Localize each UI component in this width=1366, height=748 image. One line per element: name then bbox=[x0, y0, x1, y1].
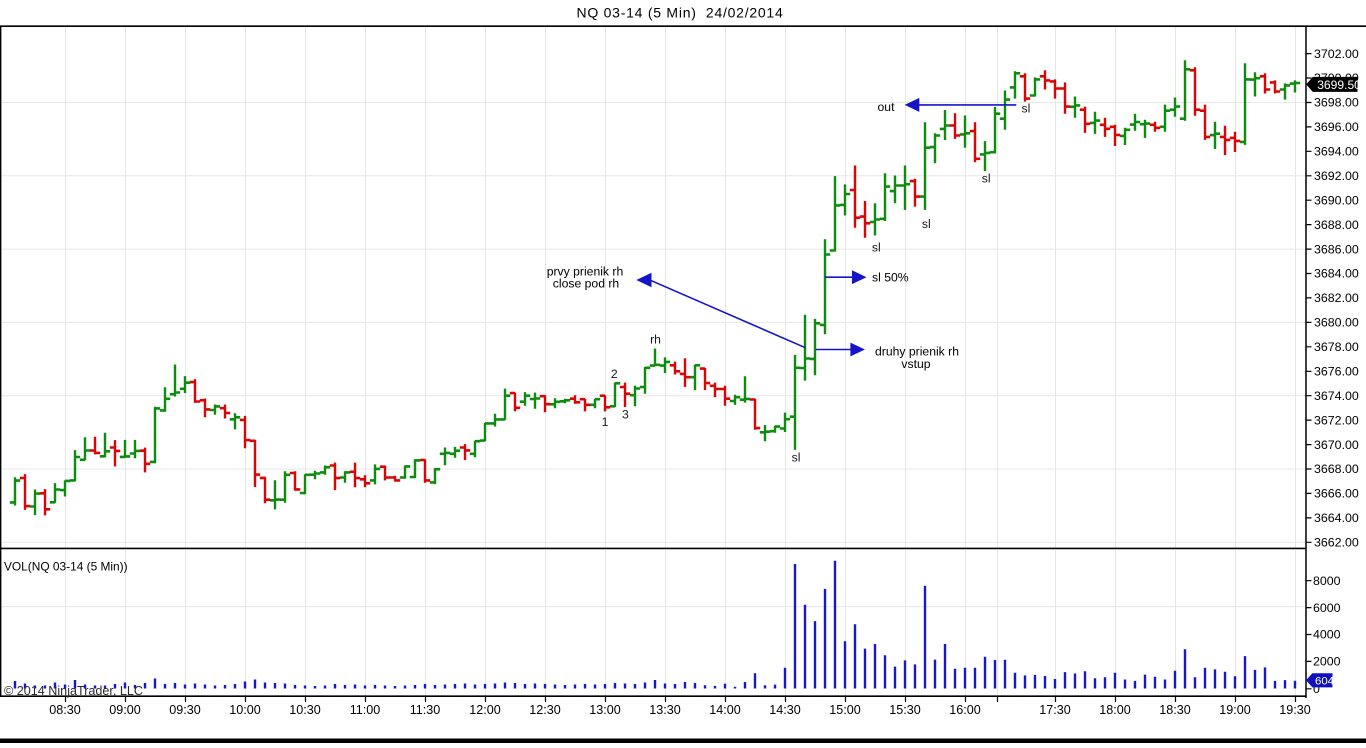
svg-text:3698.00: 3698.00 bbox=[1314, 96, 1359, 110]
svg-text:14:00: 14:00 bbox=[709, 703, 741, 717]
svg-text:3672.00: 3672.00 bbox=[1314, 413, 1359, 427]
svg-text:16:00: 16:00 bbox=[949, 703, 981, 717]
svg-text:4000: 4000 bbox=[1313, 628, 1341, 642]
svg-text:19:00: 19:00 bbox=[1219, 703, 1251, 717]
svg-text:09:00: 09:00 bbox=[109, 703, 141, 717]
svg-text:19:30: 19:30 bbox=[1279, 703, 1311, 717]
svg-text:3692.00: 3692.00 bbox=[1314, 169, 1359, 183]
svg-text:3668.00: 3668.00 bbox=[1314, 462, 1359, 476]
svg-text:3699.50: 3699.50 bbox=[1317, 78, 1361, 92]
svg-text:3682.00: 3682.00 bbox=[1314, 291, 1359, 305]
svg-text:close pod rh: close pod rh bbox=[553, 277, 619, 291]
svg-text:09:30: 09:30 bbox=[169, 703, 201, 717]
svg-text:3694.00: 3694.00 bbox=[1314, 145, 1359, 159]
svg-text:3666.00: 3666.00 bbox=[1314, 487, 1359, 501]
svg-text:0: 0 bbox=[1313, 682, 1320, 696]
svg-text:vstup: vstup bbox=[901, 357, 930, 371]
svg-text:rh: rh bbox=[650, 333, 661, 347]
svg-text:3702.00: 3702.00 bbox=[1314, 47, 1359, 61]
svg-text:3: 3 bbox=[622, 408, 629, 422]
svg-text:10:00: 10:00 bbox=[229, 703, 261, 717]
svg-text:17:30: 17:30 bbox=[1039, 703, 1071, 717]
svg-text:14:30: 14:30 bbox=[769, 703, 801, 717]
svg-text:3664.00: 3664.00 bbox=[1314, 511, 1359, 525]
svg-text:10:30: 10:30 bbox=[289, 703, 321, 717]
svg-text:18:30: 18:30 bbox=[1159, 703, 1191, 717]
svg-text:18:00: 18:00 bbox=[1099, 703, 1131, 717]
svg-text:6000: 6000 bbox=[1313, 601, 1341, 615]
svg-text:sl: sl bbox=[922, 217, 931, 231]
svg-text:3678.00: 3678.00 bbox=[1314, 340, 1359, 354]
svg-text:2: 2 bbox=[611, 367, 618, 381]
svg-text:sl: sl bbox=[1021, 101, 1030, 115]
svg-text:08:30: 08:30 bbox=[49, 703, 81, 717]
svg-text:3690.00: 3690.00 bbox=[1314, 193, 1359, 207]
svg-text:15:00: 15:00 bbox=[829, 703, 861, 717]
svg-text:12:30: 12:30 bbox=[529, 703, 561, 717]
svg-text:sl 50%: sl 50% bbox=[872, 271, 909, 285]
svg-text:11:00: 11:00 bbox=[350, 703, 381, 717]
svg-text:NQ 03-14 (5 Min) 24/02/2014: NQ 03-14 (5 Min) 24/02/2014 bbox=[577, 5, 784, 21]
svg-text:3686.00: 3686.00 bbox=[1314, 242, 1359, 256]
svg-text:sl: sl bbox=[792, 451, 801, 465]
svg-text:out: out bbox=[878, 100, 896, 114]
svg-text:13:00: 13:00 bbox=[589, 703, 621, 717]
svg-text:prvy prienik rh: prvy prienik rh bbox=[547, 264, 624, 278]
svg-text:VOL(NQ 03-14 (5 Min)): VOL(NQ 03-14 (5 Min)) bbox=[4, 560, 128, 574]
svg-text:3670.00: 3670.00 bbox=[1314, 438, 1359, 452]
svg-text:8000: 8000 bbox=[1313, 574, 1341, 588]
svg-text:druhy prienik rh: druhy prienik rh bbox=[875, 345, 959, 359]
svg-text:15:30: 15:30 bbox=[889, 703, 921, 717]
svg-text:3662.00: 3662.00 bbox=[1314, 536, 1359, 550]
svg-text:3680.00: 3680.00 bbox=[1314, 316, 1359, 330]
svg-text:© 2014 NinjaTrader, LLC: © 2014 NinjaTrader, LLC bbox=[4, 684, 143, 698]
svg-text:3696.00: 3696.00 bbox=[1314, 120, 1359, 134]
svg-text:1: 1 bbox=[602, 415, 609, 429]
svg-text:604: 604 bbox=[1315, 675, 1334, 687]
svg-text:11:30: 11:30 bbox=[410, 703, 441, 717]
svg-text:sl: sl bbox=[872, 240, 881, 254]
svg-text:2000: 2000 bbox=[1313, 655, 1341, 669]
svg-text:3676.00: 3676.00 bbox=[1314, 365, 1359, 379]
svg-text:13:30: 13:30 bbox=[649, 703, 681, 717]
svg-text:3684.00: 3684.00 bbox=[1314, 267, 1359, 281]
svg-text:12:00: 12:00 bbox=[469, 703, 501, 717]
svg-text:3688.00: 3688.00 bbox=[1314, 218, 1359, 232]
svg-text:sl: sl bbox=[982, 172, 991, 186]
svg-text:3674.00: 3674.00 bbox=[1314, 389, 1359, 403]
